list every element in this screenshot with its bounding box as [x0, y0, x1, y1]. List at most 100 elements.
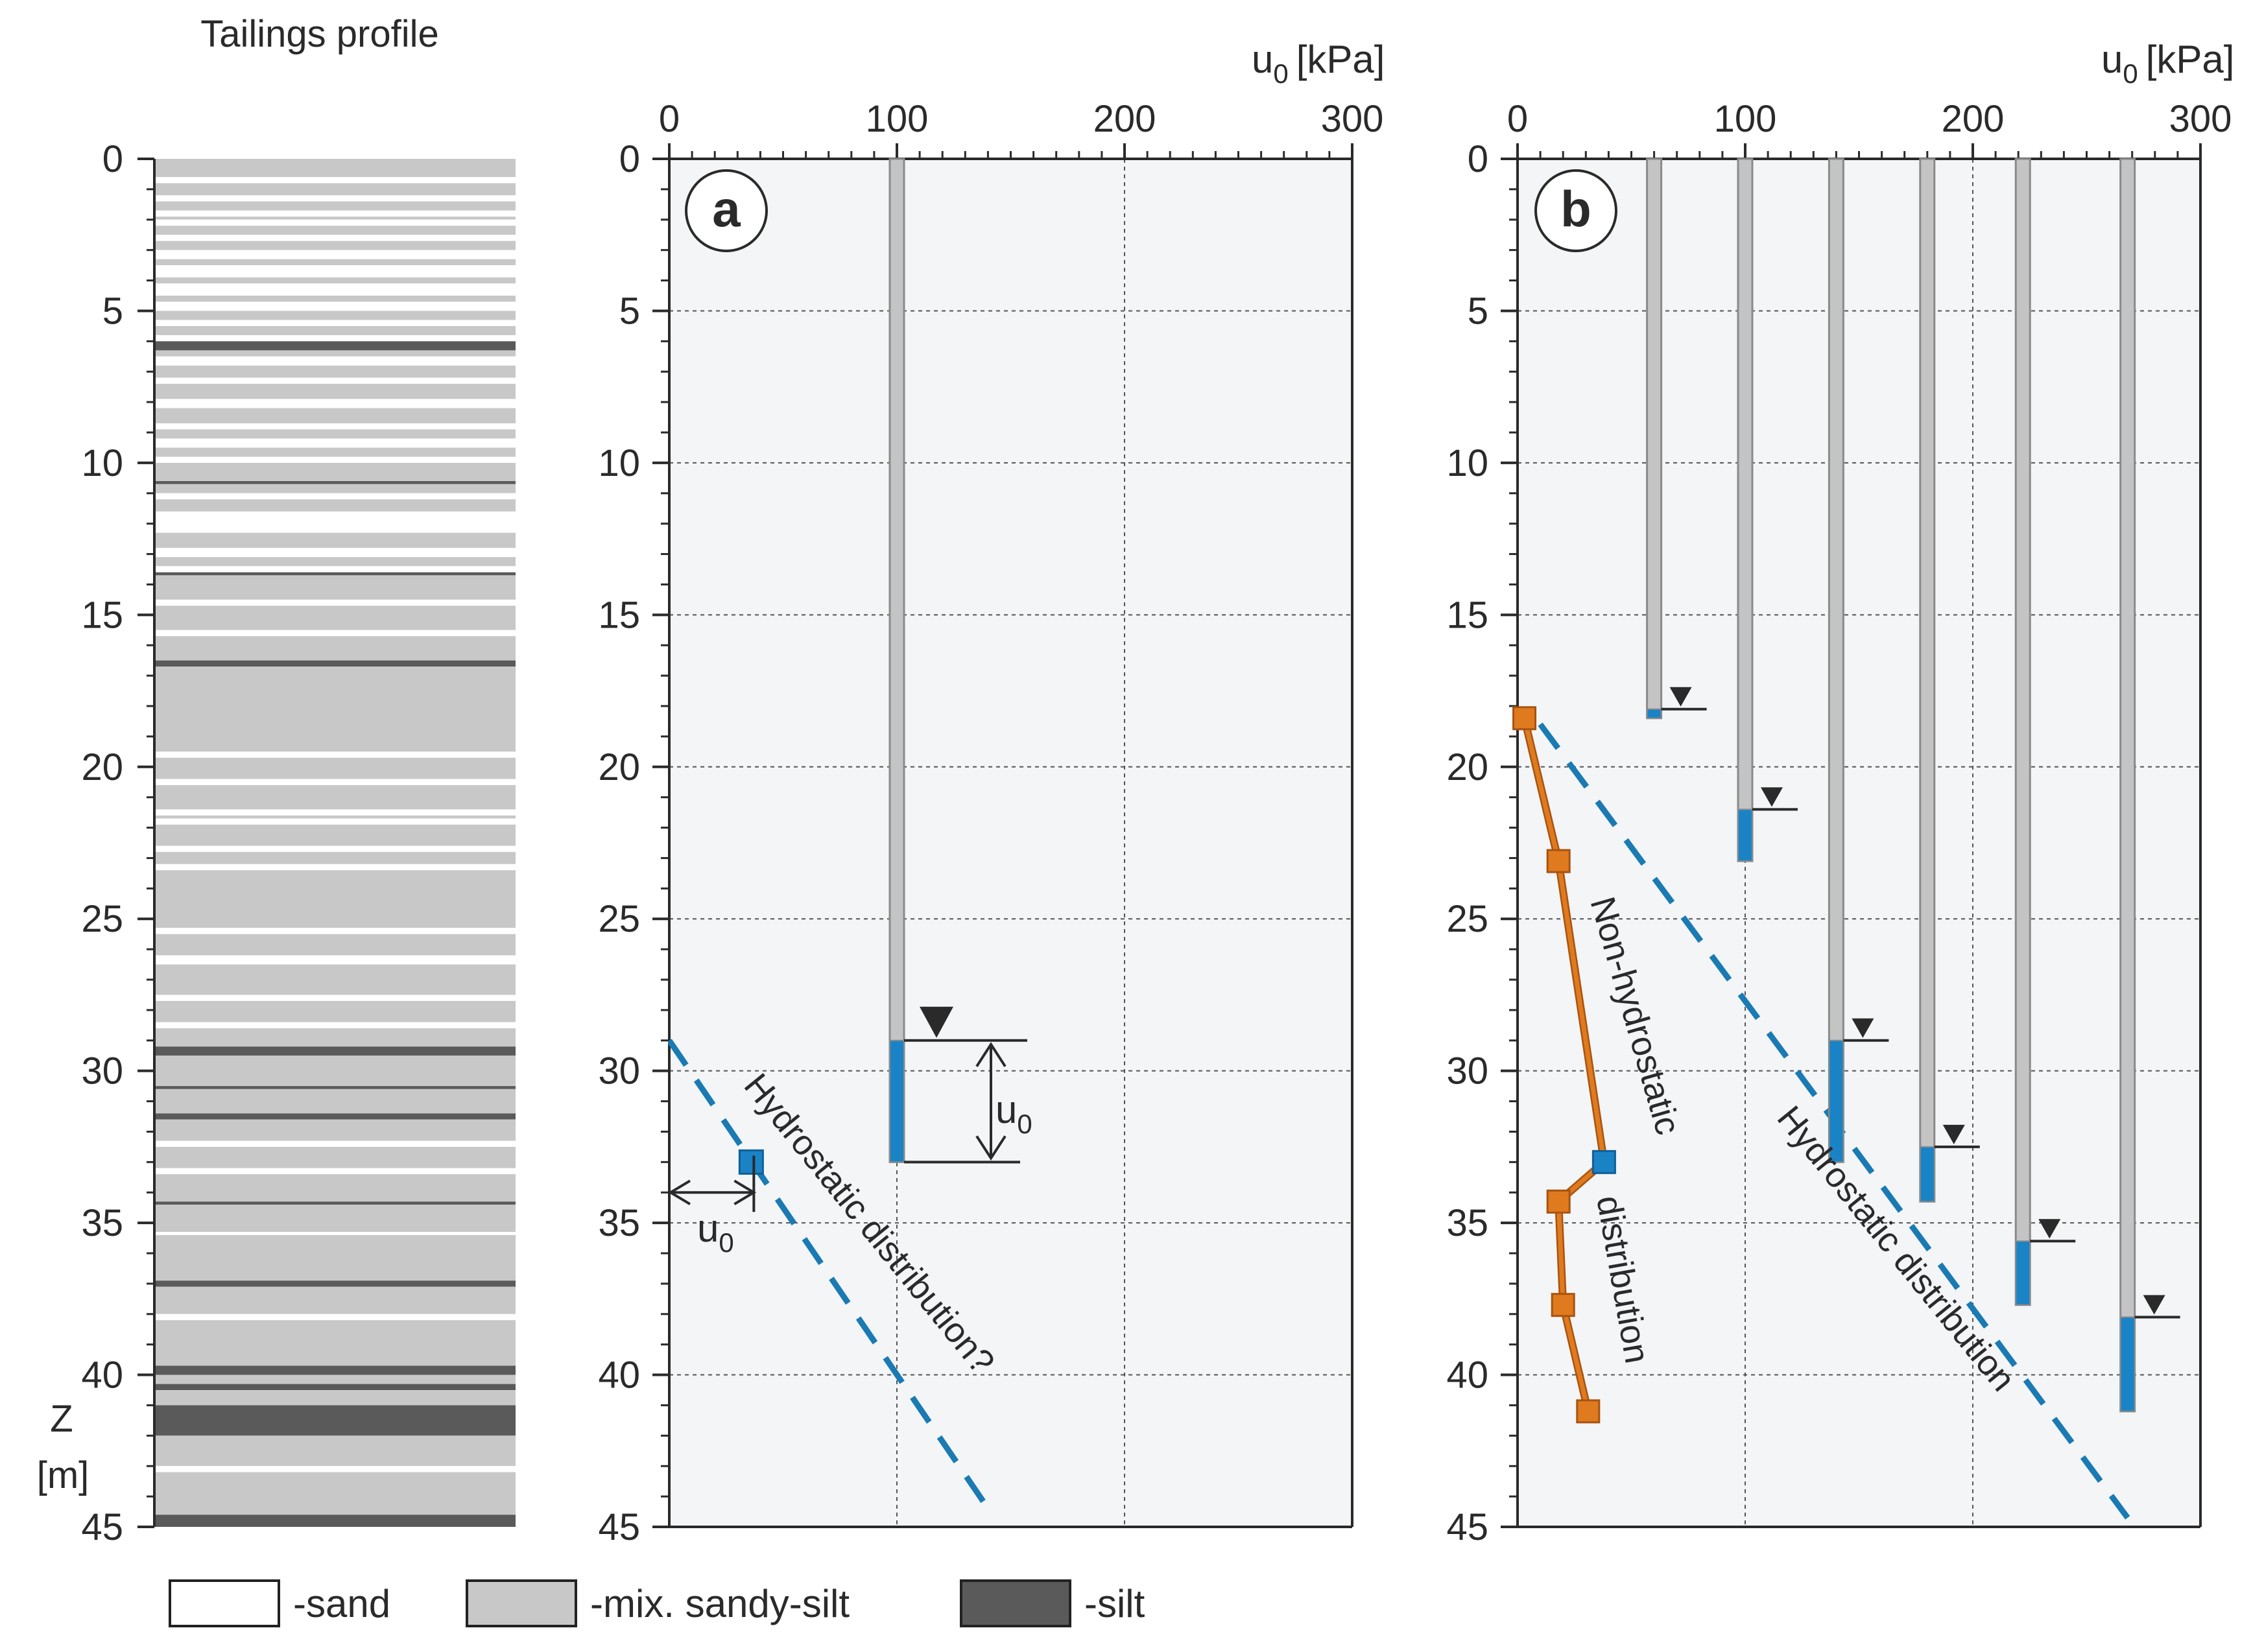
tailings-profile-panel: Tailings profile 0 5 10 15 20 25 30 35 40 45 Z [m… [37, 13, 516, 1548]
piezometer-water-column [1737, 808, 1753, 862]
profile-layer [156, 1046, 516, 1056]
water-table-triangle [1942, 1124, 1965, 1144]
profile-layer [156, 785, 516, 810]
profile-depth-axis: 0 5 10 15 20 25 30 35 40 45 [81, 138, 156, 1548]
profile-layer [156, 1234, 516, 1281]
profile-layer [156, 955, 516, 965]
profile-layer [156, 757, 516, 779]
y-tick-label: 5 [1468, 290, 1488, 332]
profile-layer [156, 660, 516, 667]
profile-layer [156, 575, 516, 600]
panel-b-xlabel: u0 [kPa] [2101, 38, 2234, 89]
y-tick-label: 5 [619, 290, 640, 332]
piezometer-water-column [1646, 708, 1662, 719]
profile-tick-label: 30 [81, 1050, 123, 1092]
profile-tick-label: 25 [81, 898, 123, 940]
panel-b-piezometers [1646, 158, 2180, 1413]
profile-layer [156, 928, 516, 934]
profile-layer [156, 779, 516, 785]
profile-layer [156, 606, 516, 630]
profile-layer [156, 1113, 516, 1120]
y-tick-label: 25 [598, 898, 640, 940]
profile-layer [156, 934, 516, 956]
profile-layer [156, 1000, 516, 1022]
profile-layer [156, 195, 516, 202]
x-tick-label: 200 [1942, 98, 2005, 140]
y-tick-label: 40 [1446, 1354, 1488, 1397]
profile-layer [156, 845, 516, 853]
profile-layer [156, 356, 516, 366]
profile-layer [156, 1022, 516, 1029]
profile-layer [156, 511, 516, 533]
y-tick-label: 20 [598, 746, 640, 788]
profile-layer [156, 335, 516, 342]
profile-layer [156, 1119, 516, 1141]
profile-layer [156, 1390, 516, 1406]
profile-layer [156, 667, 516, 752]
legend-swatch [960, 1579, 1071, 1627]
x-tick-label: 200 [1093, 98, 1156, 140]
panel-a-annotations [668, 1042, 1020, 1212]
piezometer-water-column [2015, 1240, 2031, 1306]
profile-tick-label: 5 [102, 290, 123, 332]
x-tick-label: 300 [2169, 98, 2232, 140]
profile-layers [156, 159, 516, 1527]
profile-layer [156, 183, 516, 196]
profile-layer [156, 1028, 516, 1047]
panel-b-label-text: b [1560, 180, 1591, 237]
profile-layer [156, 630, 516, 637]
y-tick-label: 10 [1446, 442, 1488, 484]
panel-a-piezometers [888, 158, 1027, 1163]
profile-layer [156, 250, 516, 259]
profile-layer [156, 1056, 516, 1087]
profile-layer [156, 283, 516, 296]
profile-layer [156, 532, 516, 549]
panel-b-non-hydrostatic-series [1512, 706, 1616, 1424]
profile-layer [156, 1168, 516, 1175]
piezometer-pipe [2014, 158, 2031, 1306]
profile-layer [156, 572, 516, 576]
legend-label: -sand [293, 1582, 390, 1625]
profile-layer [156, 1140, 516, 1147]
profile-layer [156, 159, 516, 178]
piezometer-pipe [1646, 158, 1663, 720]
profile-layer [156, 177, 516, 183]
profile-layer [156, 1204, 516, 1233]
profile-layer [156, 1286, 516, 1314]
non-hydrostatic-point [1591, 1150, 1616, 1174]
piezometer-pipe [1828, 158, 1844, 1163]
profile-tick-label: 20 [81, 746, 123, 788]
y-tick-label: 35 [598, 1202, 640, 1244]
u0-label-a-pipe: u0 [995, 1088, 1032, 1139]
water-table-triangle [1669, 687, 1692, 707]
profile-layer [156, 429, 516, 439]
profile-layer [156, 456, 516, 463]
non-hydrostatic-point [1512, 706, 1537, 731]
water-table-triangle [1852, 1018, 1874, 1038]
y-tick-label: 30 [598, 1050, 640, 1092]
profile-layer [156, 1232, 516, 1235]
profile-layer [156, 636, 516, 661]
panel-a-label: a [685, 169, 768, 252]
profile-layer [156, 377, 516, 384]
profile-layer [156, 217, 516, 220]
profile-layer [156, 964, 516, 995]
y-tick-label: 25 [1446, 898, 1488, 940]
profile-layer [156, 481, 516, 484]
water-table-triangle [2143, 1295, 2165, 1315]
profile-layer [156, 235, 516, 241]
piezometer-pipe [1919, 158, 1936, 1203]
profile-layer [156, 1086, 516, 1089]
profile-layer [156, 462, 516, 482]
non-hydrostatic-line [1522, 717, 1606, 1412]
profile-layer [156, 751, 516, 758]
profile-layer [156, 824, 516, 846]
profile-layer [156, 815, 516, 819]
profile-tick-label: 10 [81, 442, 123, 484]
profile-layer [156, 423, 516, 430]
panel-b-axes: 0 100 200 300 0 5 10 15 20 25 30 35 40 45 [1446, 98, 2232, 1548]
piezometer-water-column [2119, 1316, 2136, 1412]
piezometer-water-column [1919, 1146, 1935, 1203]
profile-layer [156, 341, 516, 351]
profile-layer [156, 201, 516, 211]
